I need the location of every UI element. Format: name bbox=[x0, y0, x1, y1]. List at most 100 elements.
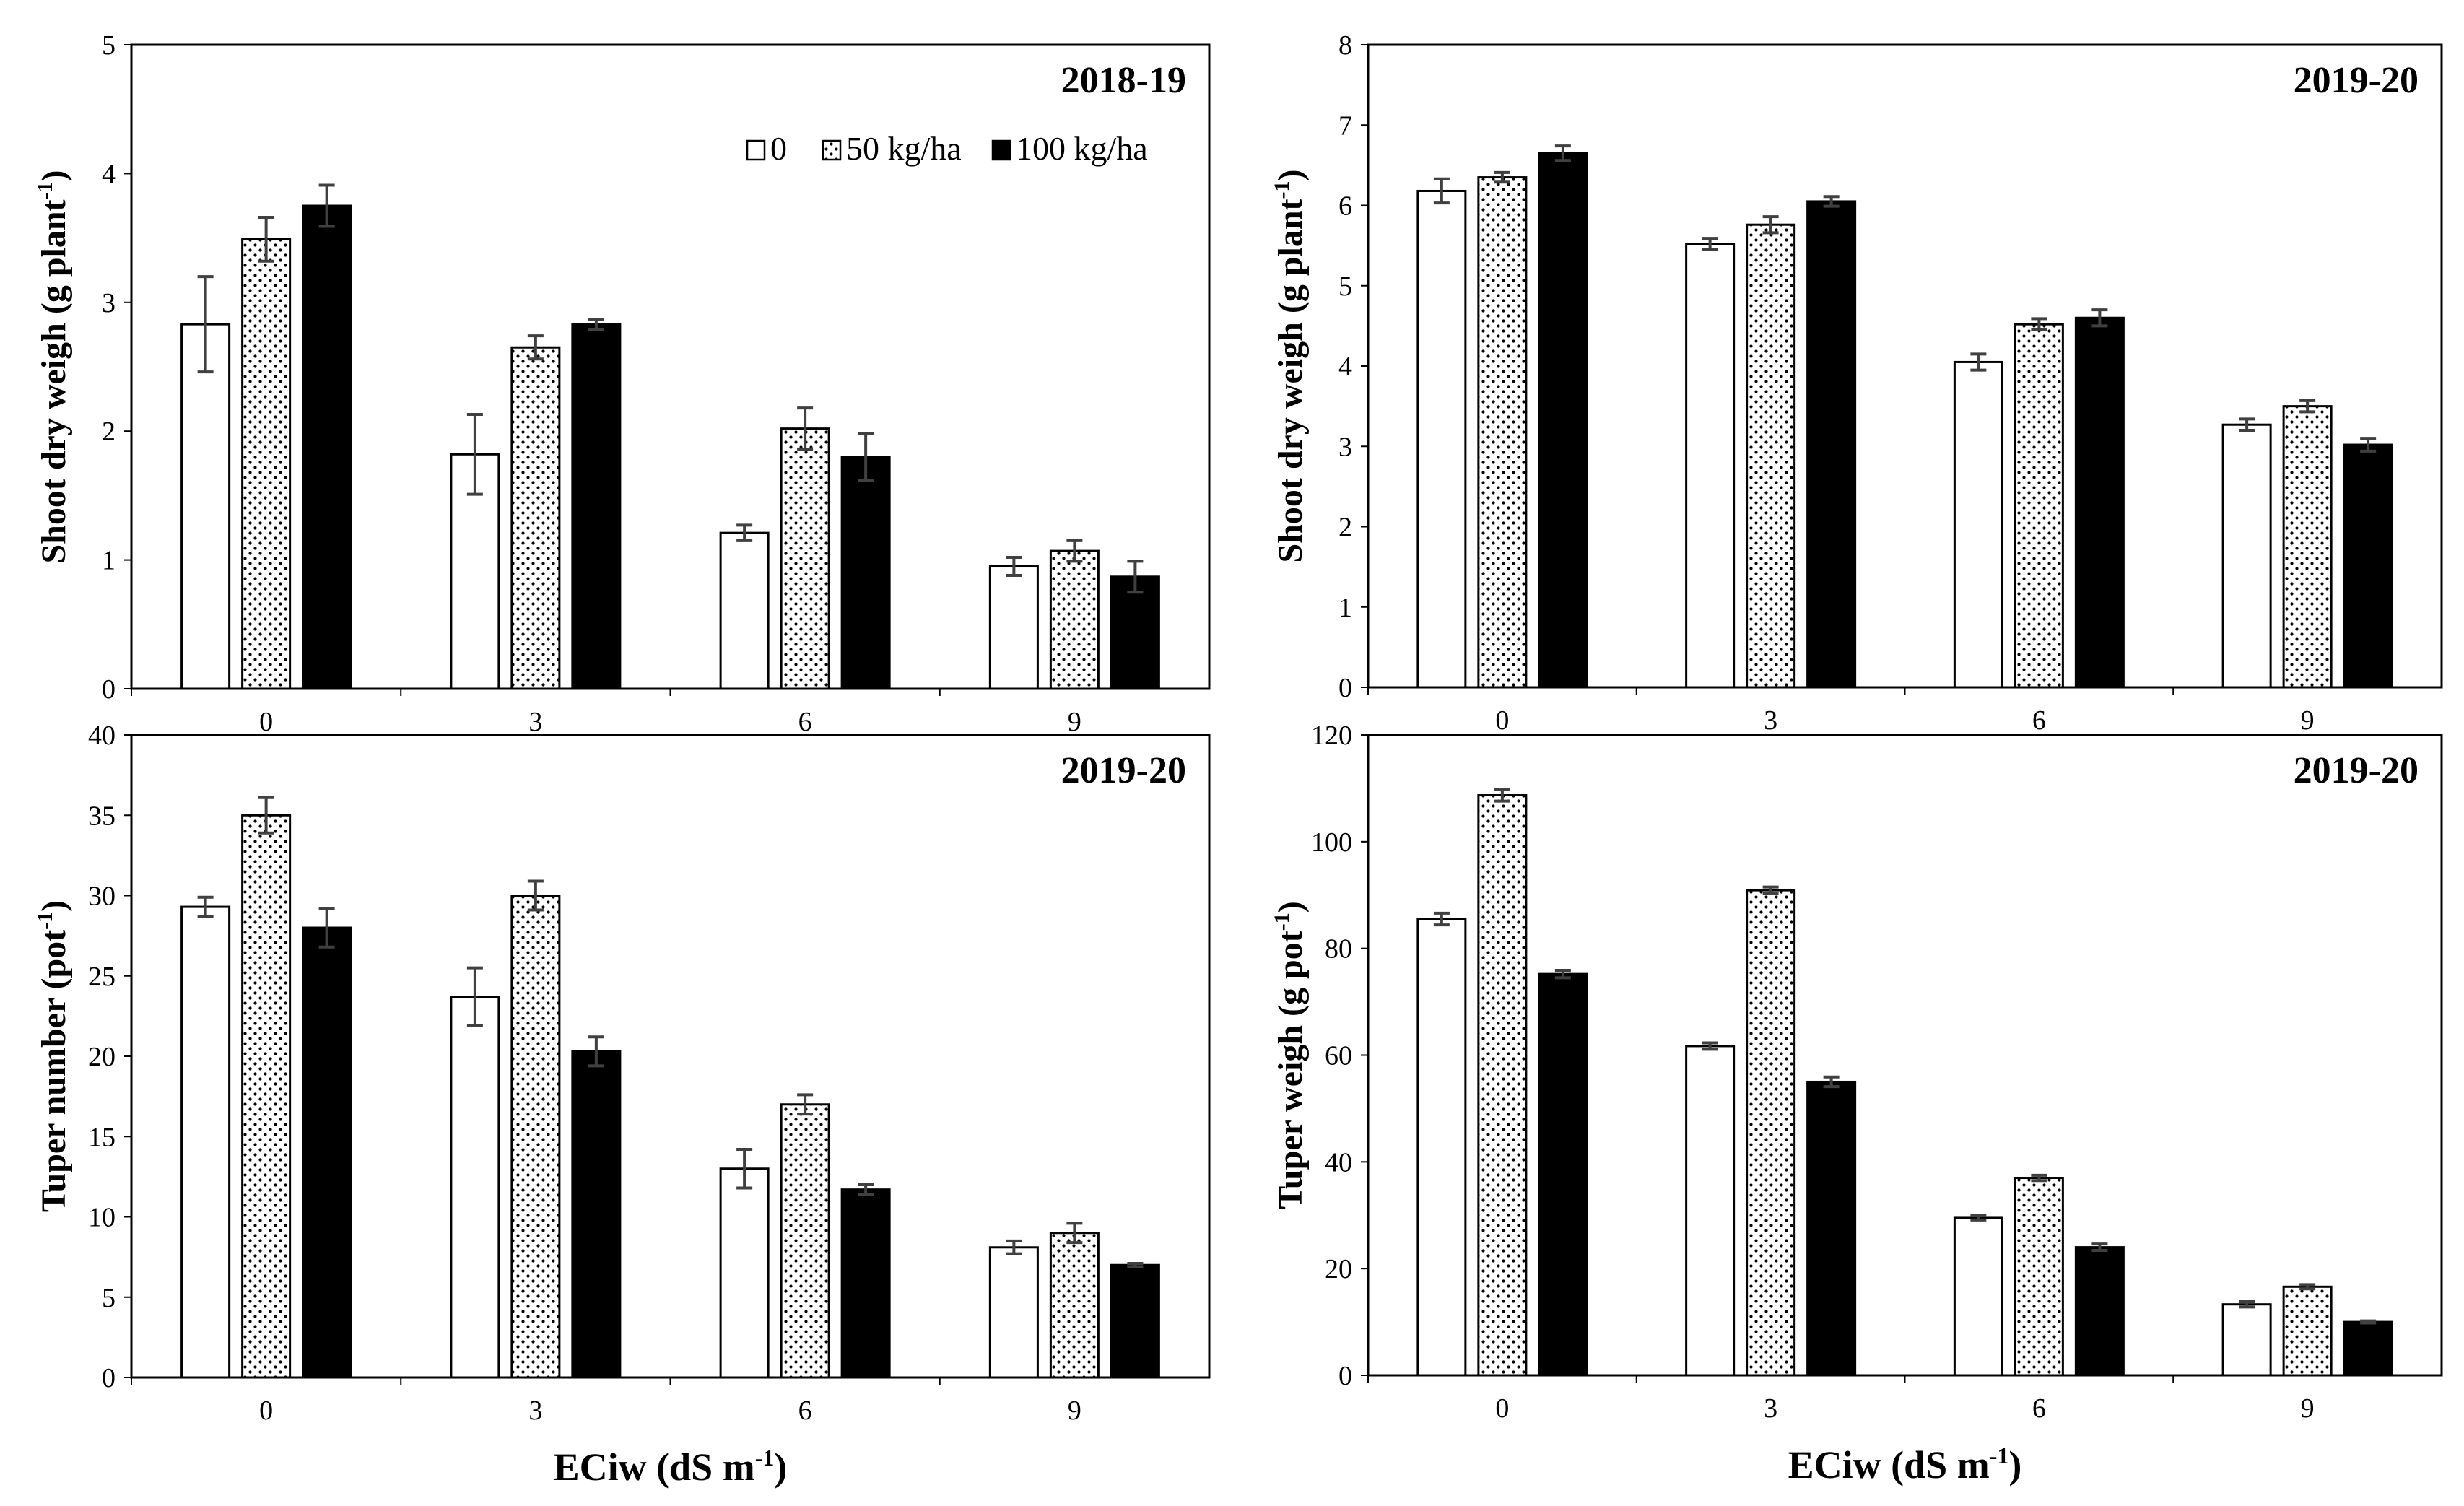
bar-50kg bbox=[1746, 889, 1796, 1377]
error-bar bbox=[1823, 1075, 1840, 1089]
y-tick-label: 40 bbox=[88, 721, 116, 751]
error-bar bbox=[318, 907, 335, 949]
x-axis-label-main: ECiw (dS m bbox=[554, 1445, 755, 1489]
error-bar bbox=[2239, 417, 2255, 432]
y-axis-label-sup: -1 bbox=[1270, 180, 1294, 199]
legend: 0 50 kg/ha 100 kg/ha bbox=[746, 130, 1148, 167]
y-tick-label: 120 bbox=[1311, 721, 1352, 751]
y-axis-label-close: ) bbox=[1271, 901, 1310, 913]
y-tick-label: 5 bbox=[102, 1283, 116, 1313]
y-tick-label: 20 bbox=[88, 1042, 116, 1072]
error-bar bbox=[2299, 1283, 2316, 1291]
error-bar bbox=[1554, 968, 1571, 980]
error-bar bbox=[2360, 437, 2377, 453]
bar-100kg bbox=[1806, 200, 1857, 689]
y-tick-label: 2 bbox=[1338, 513, 1352, 543]
bar-50kg bbox=[1477, 176, 1528, 689]
x-axis-label: ECiw (dS m-1) bbox=[554, 1445, 788, 1489]
bar-control bbox=[719, 531, 770, 690]
error-bar bbox=[1127, 560, 1144, 594]
y-tick-label: 3 bbox=[1338, 432, 1352, 462]
x-tick-label: 9 bbox=[1068, 1396, 1081, 1426]
bar-50kg bbox=[2014, 323, 2064, 689]
bar-50kg bbox=[1477, 794, 1528, 1377]
y-axis-label: Shoot dry weigh (g plant-1) bbox=[1270, 169, 1310, 562]
x-tick-label: 0 bbox=[259, 1396, 273, 1426]
x-tick-label: 3 bbox=[1764, 705, 1777, 736]
error-bar bbox=[466, 966, 483, 1027]
bar-50kg bbox=[510, 895, 561, 1379]
legend-swatch bbox=[822, 139, 842, 161]
legend-label: 50 kg/ha bbox=[846, 130, 962, 167]
bar-control bbox=[1416, 189, 1467, 689]
bar-100kg bbox=[302, 926, 352, 1379]
plot-frame bbox=[1367, 734, 2443, 1377]
bar-50kg bbox=[780, 1103, 830, 1379]
error-bar bbox=[527, 334, 544, 361]
y-tick-label: 1 bbox=[1338, 593, 1352, 623]
x-axis-label-sup: -1 bbox=[1990, 1442, 2009, 1468]
error-bar bbox=[1066, 1222, 1083, 1245]
y-axis-label: Tuper weigh (g pot-1) bbox=[1270, 901, 1310, 1209]
error-bar bbox=[1762, 885, 1779, 895]
error-bar bbox=[197, 275, 214, 374]
error-bar bbox=[2091, 308, 2108, 328]
legend-label: 100 kg/ha bbox=[1016, 130, 1148, 167]
x-tick-label: 9 bbox=[2301, 1393, 2315, 1424]
error-bar bbox=[527, 879, 544, 912]
season-label: 2019-20 bbox=[2294, 60, 2419, 101]
x-axis-label-close: ) bbox=[2008, 1443, 2021, 1487]
y-tick-label: 8 bbox=[1338, 30, 1352, 61]
error-bar bbox=[2360, 1319, 2377, 1325]
error-bar bbox=[1762, 215, 1779, 235]
bar-50kg bbox=[2282, 405, 2333, 689]
x-tick-label: 3 bbox=[528, 707, 542, 737]
error-bar bbox=[736, 523, 753, 542]
x-axis-label-main: ECiw (dS m bbox=[1788, 1443, 1990, 1487]
error-bar bbox=[1006, 556, 1022, 578]
chart-top-right: 0 1 2 3 4 5 6 7 8 0 3 6 9 2019-20 Shoot dry weigh (g p… bbox=[1270, 30, 2443, 736]
x-tick-label: 0 bbox=[259, 707, 273, 737]
y-axis-label: Tuper number (pot-1) bbox=[33, 900, 73, 1212]
x-tick-label: 9 bbox=[1068, 707, 1081, 737]
x-tick-label: 3 bbox=[1764, 1393, 1777, 1424]
bar-50kg bbox=[2014, 1177, 2064, 1377]
y-tick-label: 1 bbox=[102, 546, 116, 576]
bar-100kg bbox=[2343, 1320, 2393, 1377]
bar-control bbox=[180, 323, 231, 690]
error-bar bbox=[588, 317, 604, 331]
y-tick-label: 0 bbox=[102, 674, 116, 705]
y-axis-label-main: Shoot dry weigh (g plant bbox=[1271, 199, 1310, 562]
error-bar bbox=[318, 183, 335, 228]
x-axis-label: ECiw (dS m-1) bbox=[1788, 1442, 2022, 1487]
bar-50kg bbox=[1049, 1232, 1100, 1379]
bar-100kg bbox=[571, 323, 622, 690]
bar-control bbox=[180, 905, 231, 1379]
x-tick-label: 6 bbox=[798, 1396, 812, 1426]
x-axis-label-sup: -1 bbox=[755, 1445, 775, 1471]
error-bar bbox=[1494, 170, 1510, 184]
bar-control bbox=[1953, 360, 2003, 689]
bar-control bbox=[988, 1246, 1039, 1379]
error-bar bbox=[2299, 399, 2316, 414]
plot-frame bbox=[130, 734, 1211, 1379]
bar-50kg bbox=[2282, 1285, 2333, 1377]
bar-100kg bbox=[2343, 443, 2393, 689]
y-axis-label-sup: -1 bbox=[33, 181, 57, 199]
y-axis-label-main: Tuper weigh (g pot bbox=[1271, 931, 1310, 1209]
y-axis-label-sup: -1 bbox=[33, 912, 57, 930]
y-axis-label-close: ) bbox=[35, 170, 73, 181]
bar-50kg bbox=[780, 427, 830, 690]
y-axis-label-close: ) bbox=[1271, 169, 1310, 180]
y-tick-label: 20 bbox=[1325, 1254, 1352, 1284]
error-bar bbox=[2031, 317, 2047, 331]
y-tick-label: 30 bbox=[88, 882, 116, 912]
error-bar bbox=[2091, 1242, 2108, 1253]
error-bar bbox=[736, 1148, 753, 1190]
y-tick-label: 4 bbox=[1338, 352, 1352, 382]
bar-50kg bbox=[241, 814, 292, 1379]
x-tick-label: 0 bbox=[1495, 705, 1509, 736]
error-bar bbox=[1006, 1239, 1022, 1255]
legend-label: 0 bbox=[770, 130, 787, 167]
